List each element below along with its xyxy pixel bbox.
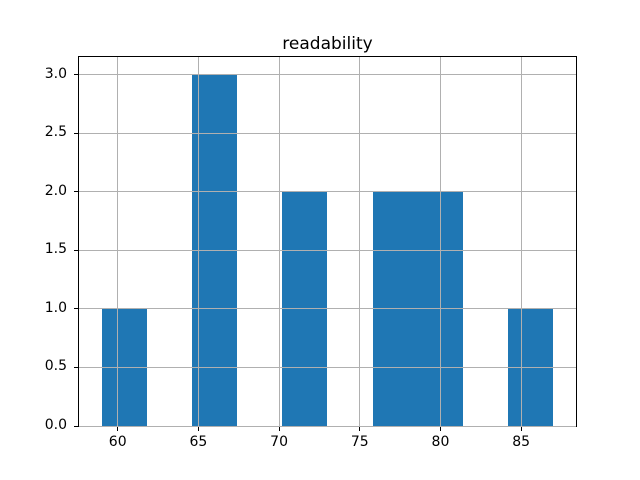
y-tick-label: 2.5 bbox=[44, 124, 67, 141]
x-tick-label: 85 bbox=[512, 434, 531, 450]
y-gridline bbox=[79, 249, 576, 251]
y-gridline bbox=[79, 191, 576, 193]
y-gridline bbox=[79, 366, 576, 368]
y-tick-label: 1.5 bbox=[44, 241, 67, 258]
x-tick-label: 70 bbox=[270, 434, 288, 450]
y-tick-label: 1.0 bbox=[44, 299, 67, 316]
y-gridline bbox=[79, 132, 576, 134]
y-gridline bbox=[79, 425, 576, 427]
plot-area: 60 65 70 75 80 85 0.0 0.5 1.0 1.5 2.0 2.5 3.0 bbox=[45, 56, 577, 450]
x-gridline bbox=[117, 57, 119, 426]
y-tick-label: 0.5 bbox=[44, 358, 67, 375]
y-gridline bbox=[79, 308, 576, 310]
x-tick-mark bbox=[117, 427, 119, 431]
x-tick-mark bbox=[520, 427, 522, 431]
y-tick-label: 2.0 bbox=[44, 182, 67, 199]
x-tick-mark bbox=[278, 427, 280, 431]
y-tick-mark bbox=[74, 249, 78, 251]
y-tick-mark bbox=[74, 191, 78, 193]
x-tick-label: 75 bbox=[350, 434, 369, 450]
y-tick-mark bbox=[74, 74, 78, 76]
y-gridline bbox=[79, 74, 576, 76]
x-tick-label: 60 bbox=[108, 434, 127, 450]
x-gridline bbox=[278, 57, 280, 426]
x-tick-mark bbox=[197, 427, 199, 431]
x-gridline bbox=[520, 57, 522, 426]
x-tick-mark bbox=[359, 427, 361, 431]
y-tick-label: 0.0 bbox=[44, 417, 67, 433]
chart-title: readability bbox=[282, 34, 373, 54]
y-tick-mark bbox=[74, 425, 78, 427]
x-gridline bbox=[359, 57, 361, 426]
y-tick-mark bbox=[74, 132, 78, 134]
y-tick-label: 3.0 bbox=[44, 65, 67, 82]
x-tick-mark bbox=[439, 427, 441, 431]
y-tick-mark bbox=[74, 366, 78, 368]
x-gridline bbox=[439, 57, 441, 426]
x-tick-label: 80 bbox=[431, 434, 450, 450]
x-tick-label: 65 bbox=[189, 434, 208, 450]
y-tick-mark bbox=[74, 308, 78, 310]
x-gridline bbox=[197, 57, 199, 426]
